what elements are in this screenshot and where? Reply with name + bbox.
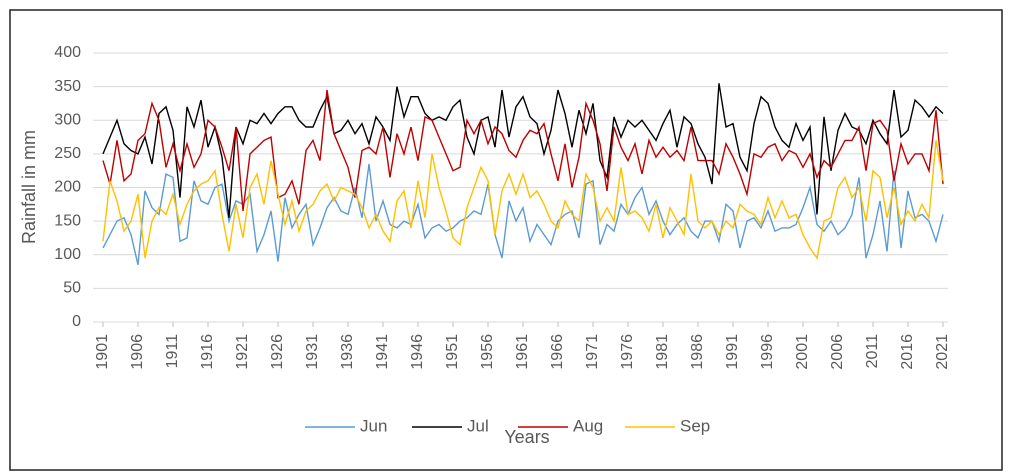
y-tick-label: 250 [54, 145, 81, 162]
x-tick-label: 1936 [339, 334, 356, 370]
x-tick-label: 1906 [129, 334, 146, 370]
y-tick-label: 350 [54, 78, 81, 95]
chart-border [9, 9, 1003, 471]
x-tick-label: 1991 [724, 334, 741, 370]
x-tick-label: 1901 [94, 334, 111, 370]
x-tick-label: 1951 [444, 334, 461, 370]
x-tick-label: 2011 [864, 334, 881, 369]
legend-label: Jul [467, 416, 489, 435]
y-tick-label: 150 [54, 212, 81, 229]
x-axis-title: Years [504, 427, 549, 447]
x-tick-label: 1996 [759, 334, 776, 370]
x-tick-label: 1961 [514, 334, 531, 370]
legend-label: Sep [680, 416, 710, 435]
y-tick-label: 50 [63, 280, 81, 297]
x-tick-label: 1981 [654, 334, 671, 370]
y-tick-label: 100 [54, 246, 81, 263]
y-tick-label: 0 [72, 313, 81, 330]
y-tick-label: 200 [54, 179, 81, 196]
x-tick-label: 1911 [164, 334, 181, 369]
x-tick-label: 1921 [234, 334, 251, 370]
y-axis-title: Rainfall in mm [19, 130, 39, 244]
x-tick-label: 1916 [199, 334, 216, 370]
line-series [102, 140, 944, 260]
x-tick-label: 2001 [794, 334, 811, 370]
y-tick-label: 300 [54, 111, 81, 128]
x-tick-label: 1941 [374, 334, 391, 370]
x-tick-label: 1971 [584, 334, 601, 370]
x-tick-label: 1976 [619, 334, 636, 370]
x-tick-label: 1986 [689, 334, 706, 370]
x-tick-label: 1926 [269, 334, 286, 370]
x-tick-label: 2016 [899, 334, 916, 370]
x-tick-label: 2006 [829, 334, 846, 370]
x-tick-label: 1966 [549, 334, 566, 370]
legend-label: Aug [573, 416, 603, 435]
x-tick-label: 1931 [304, 334, 321, 370]
x-tick-label: 1946 [409, 334, 426, 370]
x-tick-label: 2021 [934, 334, 951, 370]
legend-label: Jun [360, 416, 387, 435]
line-series [102, 89, 944, 212]
y-tick-label: 400 [54, 44, 81, 61]
x-tick-label: 1956 [479, 334, 496, 370]
line-series [102, 83, 944, 218]
